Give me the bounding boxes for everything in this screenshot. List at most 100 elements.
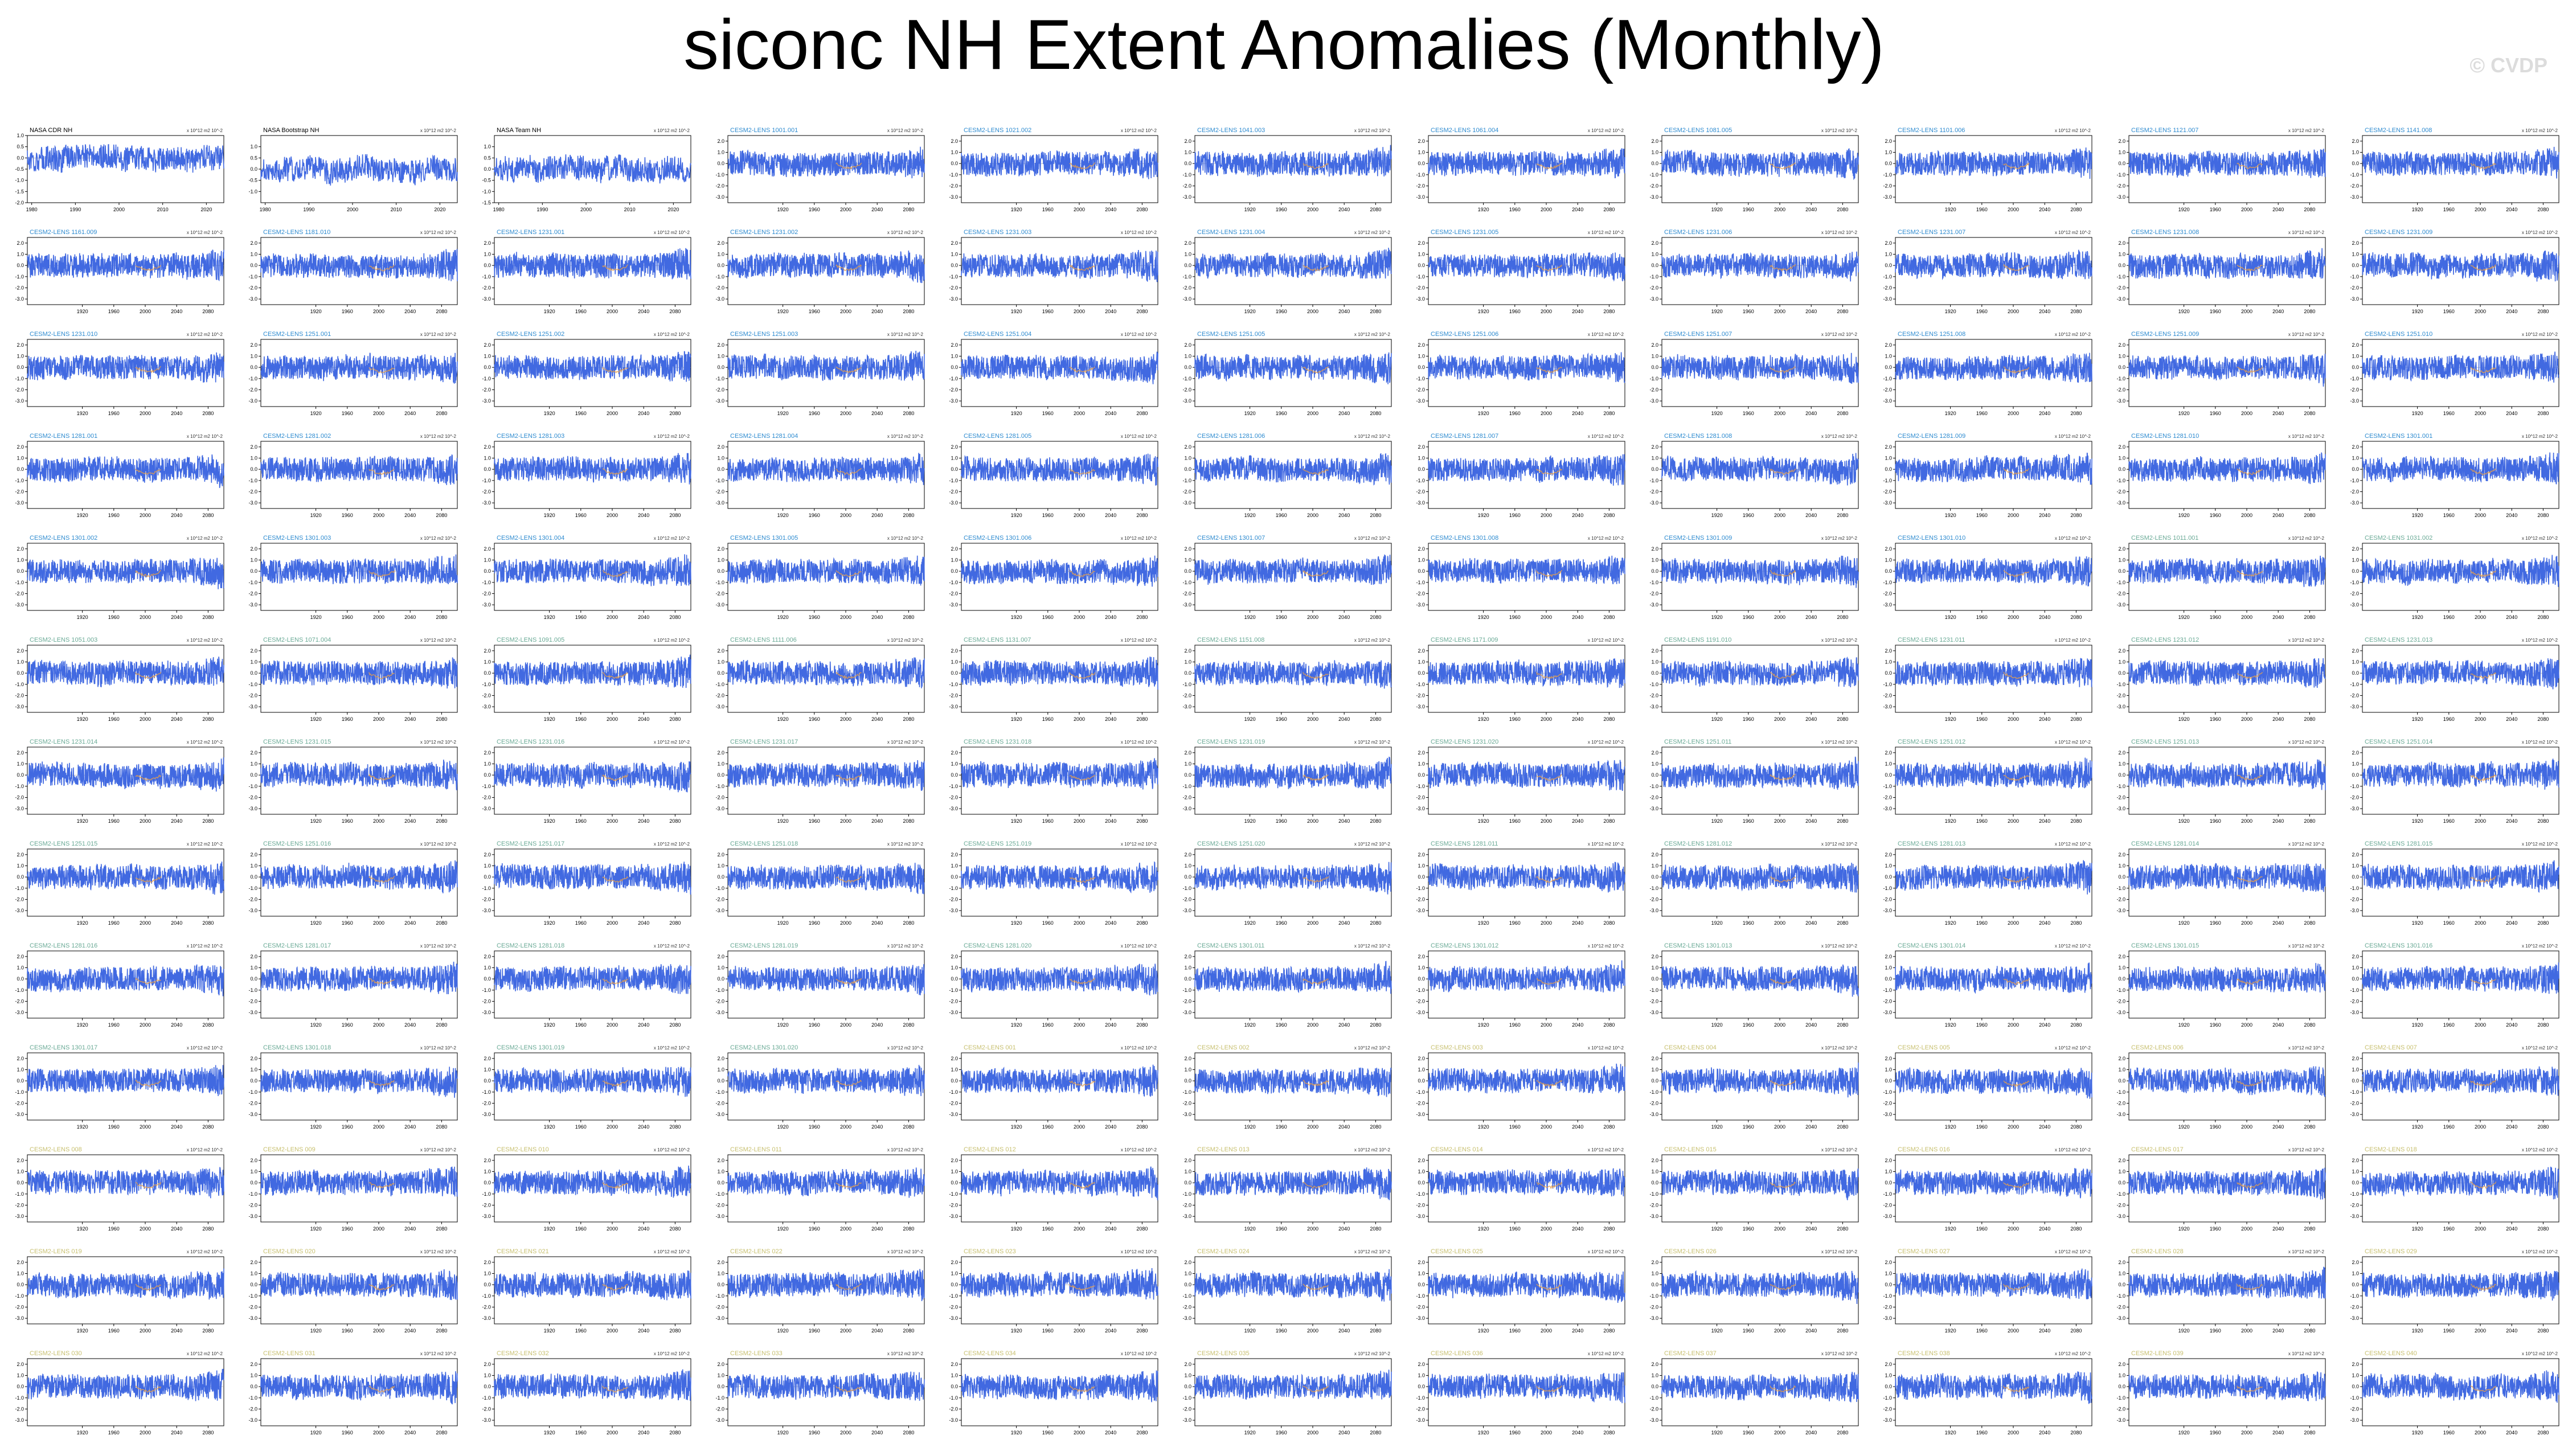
y-tick-label: 0.0 bbox=[1651, 772, 1658, 778]
y-tick-label: 0.0 bbox=[1885, 1282, 1892, 1287]
x-tick-label: 1960 bbox=[2443, 411, 2455, 416]
series-line bbox=[727, 863, 925, 895]
x-tick-label: 2000 bbox=[607, 1226, 618, 1232]
x-tick-label: 1960 bbox=[1509, 1430, 1521, 1436]
y-tick-label: 2.0 bbox=[250, 750, 257, 756]
y-tick-label: -3.0 bbox=[15, 704, 24, 709]
x-tick-label: 1960 bbox=[2210, 411, 2221, 416]
y-tick-label: -3.0 bbox=[2350, 398, 2359, 404]
x-tick-label: 1960 bbox=[2210, 1430, 2221, 1436]
x-tick-label: 1920 bbox=[310, 716, 322, 722]
series-line bbox=[2362, 452, 2559, 485]
y-tick-label: -1.0 bbox=[248, 987, 257, 993]
y-tick-label: -3.0 bbox=[715, 1112, 724, 1117]
panel-units-label: x 10^12 m2 10^-2 bbox=[1121, 1249, 1157, 1254]
x-tick-label: 2000 bbox=[2008, 1226, 2019, 1232]
x-tick-label: 1960 bbox=[1042, 1022, 1054, 1028]
x-tick-label: 1960 bbox=[1743, 512, 1754, 518]
panel-frame bbox=[1428, 1154, 1625, 1223]
reference-line bbox=[2470, 163, 2496, 170]
x-tick-label: 1920 bbox=[2178, 1328, 2190, 1334]
y-tick-label: 2.0 bbox=[1418, 1361, 1425, 1367]
x-tick-label: 1920 bbox=[77, 1328, 88, 1334]
y-tick-label: -1.0 bbox=[248, 682, 257, 687]
y-tick-label: 0.0 bbox=[250, 364, 257, 370]
y-tick-label: 1.0 bbox=[1418, 1067, 1425, 1073]
y-tick-label: 0.0 bbox=[717, 1282, 724, 1287]
y-tick-label: -1.0 bbox=[248, 885, 257, 891]
x-tick-label: 2040 bbox=[638, 411, 649, 416]
y-tick-label: 1.0 bbox=[1651, 1169, 1658, 1175]
series-line bbox=[961, 1166, 1158, 1200]
x-tick-label: 2020 bbox=[667, 207, 679, 212]
reference-line bbox=[135, 1182, 162, 1189]
y-tick-label: -2.0 bbox=[1416, 897, 1425, 903]
panel-title: CESM2-LENS 033 bbox=[730, 1350, 783, 1357]
y-tick-label: -1.0 bbox=[15, 885, 24, 891]
x-tick-label: 1920 bbox=[2412, 512, 2423, 518]
x-tick-label: 2080 bbox=[1603, 920, 1615, 926]
panel-title: CESM2-LENS 1281.019 bbox=[730, 942, 798, 949]
x-tick-label: 2000 bbox=[1541, 411, 1552, 416]
y-tick-label: -3.0 bbox=[248, 806, 257, 811]
panel-title: CESM2-LENS 1251.004 bbox=[964, 331, 1031, 338]
y-tick-label: 2.0 bbox=[1885, 954, 1892, 959]
x-tick-label: 2000 bbox=[1307, 1328, 1318, 1334]
panel-title: CESM2-LENS 1251.006 bbox=[1431, 331, 1498, 338]
reference-line bbox=[1069, 876, 1096, 883]
reference-line bbox=[368, 367, 395, 374]
y-tick-label: 2.0 bbox=[2352, 750, 2359, 756]
y-tick-label: 1.0 bbox=[484, 354, 491, 359]
y-tick-label: 0.0 bbox=[2118, 161, 2125, 166]
series-line bbox=[2128, 452, 2326, 485]
y-tick-label: -3.0 bbox=[1649, 1010, 1658, 1015]
panel-units-label: x 10^12 m2 10^-2 bbox=[2522, 1045, 2558, 1051]
series-line bbox=[1895, 1371, 2092, 1404]
y-tick-label: 2.0 bbox=[1885, 1361, 1892, 1367]
y-tick-label: 1.0 bbox=[1184, 1067, 1191, 1073]
series-line bbox=[1895, 658, 2092, 687]
y-tick-label: 1.0 bbox=[250, 863, 257, 869]
reference-line bbox=[368, 773, 395, 781]
x-tick-label: 1920 bbox=[544, 614, 555, 620]
x-tick-label: 2080 bbox=[1603, 818, 1615, 824]
reference-line bbox=[135, 366, 161, 374]
panel: CESM2-LENS 039 x 10^12 m2 10^-22.01.00.0-… bbox=[2116, 1350, 2326, 1436]
y-tick-label: -1.0 bbox=[2350, 172, 2359, 178]
x-tick-label: 1920 bbox=[310, 614, 322, 620]
series-line bbox=[727, 1371, 925, 1401]
y-tick-label: 2.0 bbox=[951, 1158, 958, 1163]
x-tick-label: 1920 bbox=[1945, 818, 1956, 824]
x-tick-label: 2040 bbox=[2039, 1328, 2050, 1334]
y-tick-label: 1.0 bbox=[717, 456, 724, 461]
y-tick-label: -3.0 bbox=[248, 1213, 257, 1219]
series-line bbox=[27, 964, 224, 996]
panel: CESM2-LENS 1251.012 x 10^12 m2 10^-22.01.… bbox=[1883, 739, 2092, 824]
reference-line bbox=[1069, 366, 1096, 374]
reference-line bbox=[135, 469, 161, 475]
y-tick-label: 2.0 bbox=[484, 1361, 491, 1367]
panel-units-label: x 10^12 m2 10^-2 bbox=[1121, 128, 1157, 133]
panel-title: CESM2-LENS 1091.005 bbox=[497, 637, 564, 643]
x-tick-label: 2080 bbox=[2537, 1124, 2549, 1130]
y-tick-label: 1.0 bbox=[2118, 354, 2125, 359]
x-tick-label: 1920 bbox=[1945, 1022, 1956, 1028]
series-line bbox=[1895, 452, 2092, 485]
y-tick-label: -1.0 bbox=[1182, 580, 1191, 585]
x-tick-label: 1960 bbox=[1509, 1124, 1521, 1130]
reference-line bbox=[2003, 774, 2029, 781]
series-line bbox=[1194, 1067, 1392, 1097]
y-tick-label: -1.0 bbox=[949, 885, 958, 891]
y-tick-label: 2.0 bbox=[951, 546, 958, 552]
y-tick-label: -3.0 bbox=[2116, 194, 2125, 200]
y-tick-label: 0.0 bbox=[250, 1180, 257, 1186]
y-tick-label: 1.0 bbox=[1184, 150, 1191, 155]
x-tick-label: 2000 bbox=[2241, 1022, 2252, 1028]
x-tick-label: 2040 bbox=[171, 818, 182, 824]
x-tick-label: 1960 bbox=[1743, 818, 1754, 824]
x-tick-label: 2080 bbox=[202, 1022, 214, 1028]
panel-title: CESM2-LENS 1231.016 bbox=[497, 739, 564, 745]
y-tick-label: -2.0 bbox=[949, 387, 958, 393]
y-tick-label: -3.0 bbox=[1182, 1112, 1191, 1117]
